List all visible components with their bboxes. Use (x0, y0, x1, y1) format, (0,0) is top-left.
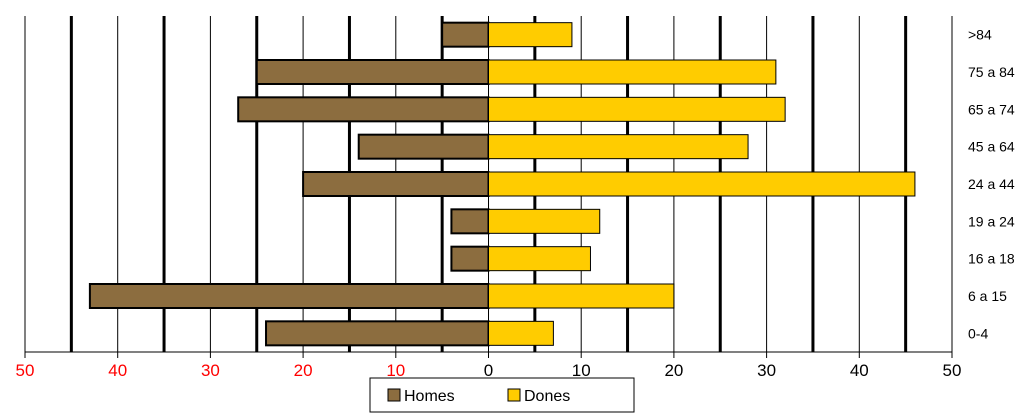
legend-label-dones: Dones (524, 388, 570, 405)
category-label: 6 a 15 (968, 288, 1007, 304)
bar-dones (488, 171, 916, 197)
category-label: 24 a 44 (968, 176, 1015, 192)
x-tick-label: 40 (108, 361, 127, 380)
legend-swatch-homes (387, 388, 401, 402)
legend-box (369, 377, 635, 413)
x-tick-label: 40 (850, 361, 869, 380)
category-label: 16 a 18 (968, 251, 1015, 267)
x-tick-label: 20 (664, 361, 683, 380)
bar-dones (488, 208, 601, 234)
legend: Homes Dones (369, 377, 635, 413)
x-tick-label: 50 (16, 361, 35, 380)
x-tick-label: 30 (757, 361, 776, 380)
category-label: 65 a 74 (968, 101, 1015, 117)
bar-homes (441, 21, 490, 48)
bar-dones (488, 283, 675, 309)
bar-dones (488, 320, 554, 346)
bar-homes (255, 59, 490, 85)
legend-label-homes: Homes (404, 388, 455, 405)
category-label: 75 a 84 (968, 64, 1015, 80)
bars (88, 21, 916, 347)
x-tick-label: 10 (386, 361, 405, 380)
bar-homes (450, 245, 490, 272)
bar-dones (488, 246, 591, 272)
bar-homes (88, 283, 490, 309)
x-tick-label: 50 (943, 361, 962, 380)
bar-homes (302, 171, 490, 197)
bar-homes (450, 208, 490, 235)
category-label: 45 a 64 (968, 139, 1015, 155)
bar-homes (237, 96, 490, 123)
bar-dones (488, 96, 786, 122)
x-tick-label: 0 (484, 361, 493, 380)
category-label: >84 (968, 27, 992, 43)
x-axis: 50 40 30 20 10 0 10 20 30 40 50 (16, 351, 962, 380)
bar-dones (488, 59, 777, 85)
legend-swatch-dones (507, 388, 521, 402)
category-labels: >84 75 a 84 65 a 74 45 a 64 24 a 44 19 a 24 16… (968, 27, 1015, 342)
bar-homes (357, 133, 490, 160)
category-label: 19 a 24 (968, 213, 1015, 229)
x-tick-label: 30 (201, 361, 220, 380)
bar-dones (488, 134, 749, 160)
category-label: 0-4 (968, 325, 988, 341)
x-tick-label: 10 (572, 361, 591, 380)
bar-homes (265, 320, 490, 347)
x-tick-label: 20 (294, 361, 313, 380)
bar-dones (488, 22, 573, 48)
